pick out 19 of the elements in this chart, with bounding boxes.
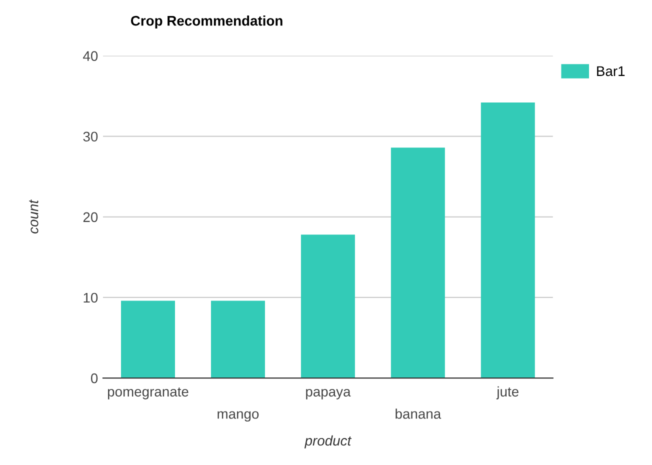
y-axis-title: count	[29, 199, 38, 234]
y-tick-label: 0	[90, 373, 98, 384]
bar	[210, 300, 265, 378]
y-tick-label: 40	[83, 51, 98, 61]
x-tick-label: mango	[218, 411, 259, 422]
x-tick-label: pomegranate	[108, 387, 188, 400]
bar	[480, 102, 535, 378]
x-axis-title: product	[304, 435, 352, 448]
y-tick-label: 20	[83, 212, 98, 222]
x-tick-label: papaya	[306, 388, 351, 400]
legend-label: Bar1	[597, 66, 625, 76]
x-tick-label: jute	[496, 386, 518, 400]
bar	[300, 234, 355, 378]
bar	[121, 300, 175, 378]
x-tick-label: banana	[396, 408, 442, 419]
y-tick-label: 30	[83, 132, 98, 142]
bar	[390, 148, 445, 378]
chart-title: Crop Recommendation	[130, 16, 282, 28]
y-tick-label: 10	[84, 292, 98, 303]
